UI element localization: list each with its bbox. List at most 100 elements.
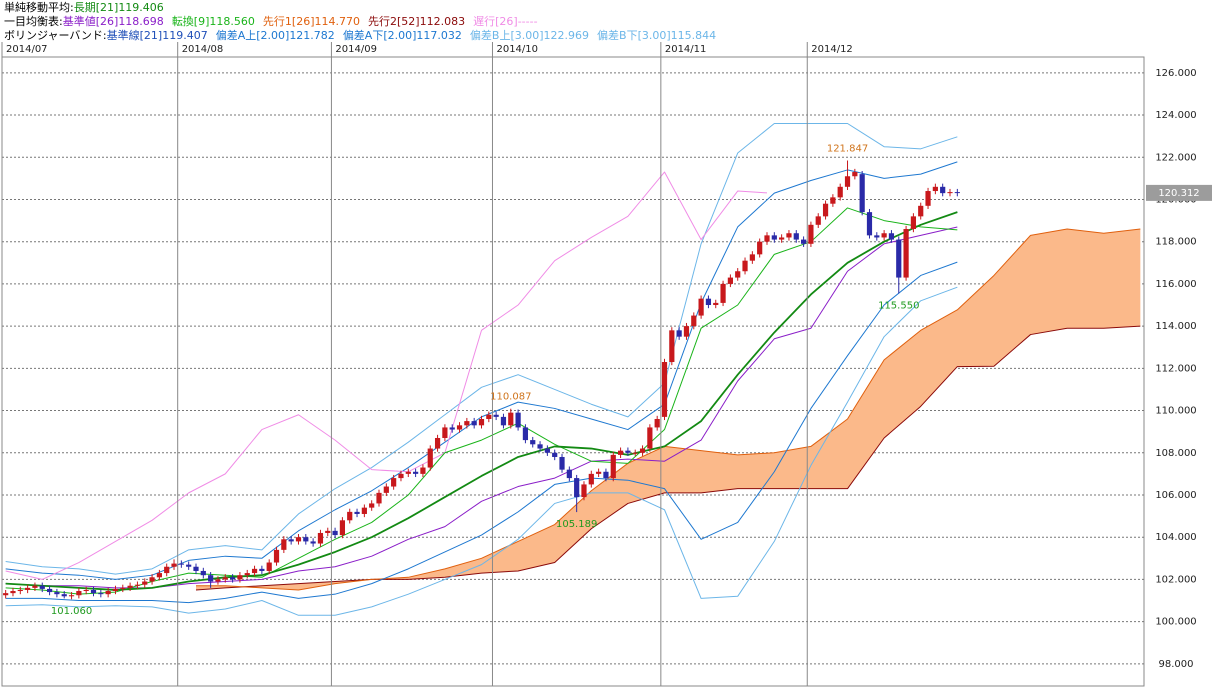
legend-value: 115.844 — [670, 29, 717, 42]
x-tick-label: 2014/12 — [811, 44, 853, 55]
legend-name: 転換[9] — [171, 15, 210, 28]
candle-body — [866, 212, 873, 236]
candle-body — [186, 564, 192, 567]
indicator-line — [5, 211, 958, 591]
candle-body — [310, 541, 316, 544]
candle-body — [947, 192, 953, 194]
last-price-box — [1146, 184, 1212, 201]
x-tick-label: 2014/09 — [335, 44, 377, 55]
candle-body — [610, 454, 616, 479]
legend-value: 112.083 — [419, 15, 466, 28]
candle-body — [632, 452, 638, 454]
candle-body — [127, 585, 133, 588]
y-tick-label: 112.000 — [1155, 363, 1196, 374]
candle-body — [222, 577, 228, 580]
legend-group: 一目均衡表: — [4, 15, 63, 28]
candle-body — [925, 191, 931, 206]
y-tick-label: 110.000 — [1155, 406, 1196, 417]
candle-body — [464, 421, 470, 426]
candle-body — [757, 241, 763, 255]
x-tick-label: 2014/07 — [6, 44, 48, 55]
candle-body — [46, 588, 53, 593]
candle-body — [800, 239, 807, 244]
candle-body — [347, 511, 353, 521]
legend-row: 単純移動平均:長期[21]119.406 — [4, 1, 724, 15]
candle-body — [830, 197, 836, 204]
candle-body — [815, 216, 821, 225]
candle-body — [918, 205, 924, 217]
plot-area — [1, 56, 1145, 687]
candle-body — [515, 412, 521, 428]
y-tick-label: 104.000 — [1155, 532, 1196, 543]
candle-body — [456, 425, 463, 430]
candle-body — [910, 216, 917, 230]
candle-body — [596, 471, 602, 474]
candle-body — [332, 530, 338, 536]
candle-body — [25, 587, 31, 590]
indicator-line — [5, 122, 958, 575]
candle-body — [676, 330, 682, 337]
annotation: 101.060 — [51, 606, 92, 617]
legend: 単純移動平均:長期[21]119.406 一目均衡表:基準値[26]118.698… — [4, 1, 724, 43]
ichimoku-cloud — [195, 229, 1141, 590]
y-tick-label: 124.000 — [1155, 110, 1196, 121]
candle-body — [229, 577, 236, 580]
candle-body — [208, 575, 214, 582]
legend-name: 偏差B下[3.00] — [597, 29, 671, 42]
candle-body — [493, 414, 499, 417]
legend-value: 119.406 — [118, 1, 164, 14]
candle-body — [369, 503, 375, 508]
candle-body — [522, 427, 529, 441]
axis-layer: 98.000 100.000 102.000 104.000 106.000 108.00… — [1, 42, 1212, 686]
candle-body — [727, 277, 733, 284]
annotation: 121.847 — [827, 143, 868, 154]
candle-body — [273, 549, 280, 563]
candle-body — [339, 520, 346, 536]
legend-row: 一目均衡表:基準値[26]118.698 転換[9]118.560 先行1[26]1… — [4, 15, 724, 29]
candle-body — [742, 260, 748, 272]
indicator-line — [195, 325, 1141, 591]
legend-value: 118.560 — [209, 15, 255, 28]
indicator-line — [5, 286, 958, 616]
candle-body — [251, 568, 258, 574]
candle-body — [837, 186, 843, 198]
candle-body — [530, 440, 536, 445]
candle-body — [588, 473, 594, 485]
legend-name: 基準値[26] — [62, 15, 119, 28]
candle-body — [852, 172, 858, 177]
candle-body — [420, 467, 426, 474]
candle-body — [720, 283, 726, 303]
legend-name: 長期[21] — [73, 1, 119, 14]
candle-body — [427, 448, 433, 468]
candle-body — [10, 591, 16, 594]
candle-body — [896, 239, 902, 278]
indicator-line — [5, 207, 958, 595]
candle-body — [266, 562, 272, 571]
last-price-label: 120.312 — [1158, 188, 1199, 199]
candle-body — [105, 591, 111, 595]
candle-body — [383, 486, 389, 493]
candle-body — [764, 235, 770, 242]
candle-body — [844, 176, 851, 187]
candle-body — [32, 585, 38, 588]
candle-body — [859, 174, 865, 213]
candle-body — [237, 575, 243, 580]
legend-value: 121.782 — [289, 29, 335, 42]
candle-body — [793, 233, 799, 240]
candle-body — [566, 469, 572, 479]
candle-body — [449, 427, 455, 430]
candle-body — [639, 448, 646, 453]
candle-body — [574, 478, 580, 498]
candle-body — [376, 492, 382, 504]
y-tick-label: 114.000 — [1155, 321, 1196, 332]
candle-body — [442, 427, 448, 438]
candle-body — [544, 448, 550, 453]
candle-body — [61, 594, 67, 597]
candle-body — [434, 437, 441, 449]
legend-value: 114.770 — [314, 15, 361, 28]
candle-body — [954, 192, 960, 194]
candle-body — [486, 414, 492, 419]
legend-name: 基準線[21] — [106, 29, 163, 42]
candle-body — [500, 416, 507, 426]
